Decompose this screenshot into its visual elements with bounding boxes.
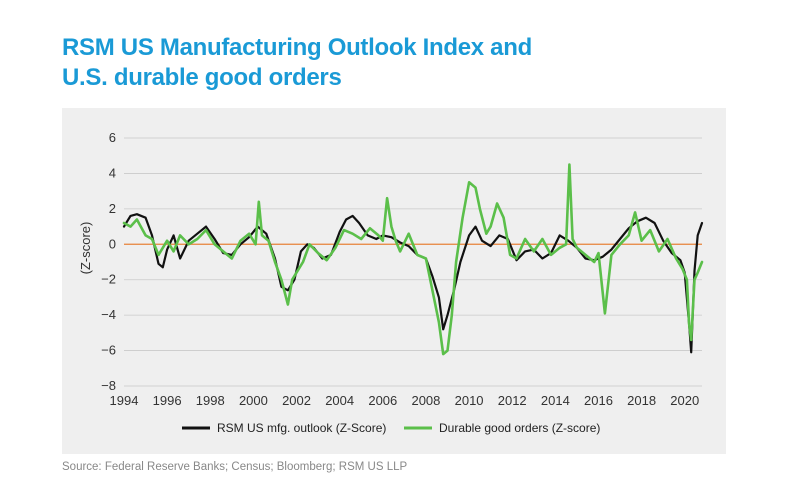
x-tick-label: 2010 <box>455 393 484 408</box>
legend-label-outlook: RSM US mfg. outlook (Z-Score) <box>217 421 386 435</box>
y-axis-ticks: 6 4 2 0 −2 −4 −6 −8 <box>101 130 116 393</box>
y-tick-label: −2 <box>101 272 116 287</box>
x-tick-label: 2016 <box>584 393 613 408</box>
y-tick-label: −4 <box>101 307 116 322</box>
y-tick-label: 6 <box>109 130 116 145</box>
x-tick-label: 1996 <box>153 393 182 408</box>
series-line-outlook <box>122 213 704 354</box>
legend-label-durable: Durable good orders (Z-score) <box>439 421 600 435</box>
series-line-durable-goods <box>122 163 704 356</box>
chart-title: RSM US Manufacturing Outlook Index and U… <box>62 33 702 93</box>
series-lines <box>122 163 704 356</box>
y-axis-label: (Z-score) <box>78 222 93 275</box>
x-tick-label: 2008 <box>411 393 440 408</box>
chart-title-line-2: U.S. durable good orders <box>62 64 342 91</box>
chart-panel <box>62 108 726 454</box>
gridlines <box>124 137 702 387</box>
y-tick-label: 4 <box>109 165 116 180</box>
x-tick-label: 2014 <box>541 393 570 408</box>
source-note: Source: Federal Reserve Banks; Census; B… <box>62 461 408 473</box>
x-tick-label: 1998 <box>196 393 225 408</box>
legend: RSM US mfg. outlook (Z-Score) Durable go… <box>182 421 600 435</box>
line-chart: 6 4 2 0 −2 −4 −6 −8 1994 1996 1998 2000 2002 2004 200… <box>78 130 704 435</box>
x-tick-label: 1994 <box>110 393 139 408</box>
x-tick-label: 2000 <box>239 393 268 408</box>
x-tick-label: 2006 <box>368 393 397 408</box>
y-tick-label: −8 <box>101 378 116 393</box>
y-tick-label: −6 <box>101 343 116 358</box>
x-tick-label: 2004 <box>325 393 354 408</box>
x-tick-label: 2002 <box>282 393 311 408</box>
x-tick-label: 2020 <box>670 393 699 408</box>
x-tick-label: 2012 <box>498 393 527 408</box>
chart-title-line-1: RSM US Manufacturing Outlook Index and <box>62 34 532 61</box>
x-axis-ticks: 1994 1996 1998 2000 2002 2004 2006 2008 2010 2012… <box>110 393 700 408</box>
x-tick-label: 2018 <box>627 393 656 408</box>
y-tick-label: 2 <box>109 201 116 216</box>
y-tick-label: 0 <box>109 236 116 251</box>
